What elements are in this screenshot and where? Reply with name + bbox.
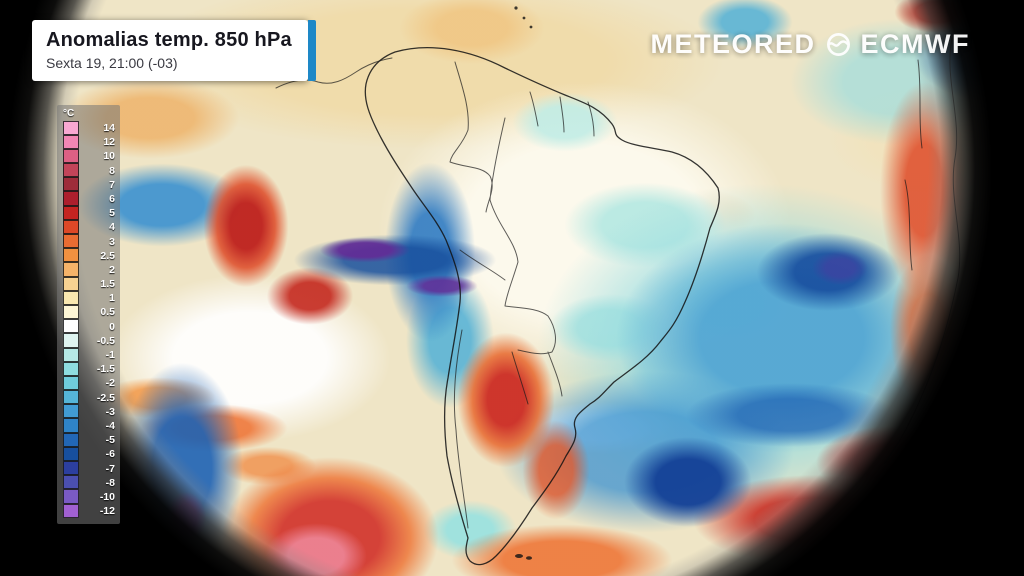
colorbar-row: -12 — [63, 503, 115, 518]
colorbar-row: -8 — [63, 475, 115, 490]
colorbar-swatch — [63, 134, 79, 149]
colorbar-row: 7 — [63, 177, 115, 192]
colorbar-row: -5 — [63, 432, 115, 447]
colorbar-row: 1 — [63, 290, 115, 305]
map-title: Anomalias temp. 850 hPa — [46, 29, 292, 51]
colorbar-label: 3 — [109, 235, 115, 248]
colorbar-row: -2.5 — [63, 390, 115, 405]
colorbar-label: -5 — [105, 434, 115, 447]
colorbar-row: 10 — [63, 148, 115, 164]
colorbar-label: -10 — [99, 490, 115, 503]
colorbar-row: 1.5 — [63, 276, 115, 291]
colorbar-row: 5 — [63, 205, 115, 220]
title-card: Anomalias temp. 850 hPa Sexta 19, 21:00 … — [32, 20, 316, 81]
brand-meteored: METEORED — [650, 29, 816, 59]
colorbar-row: -3 — [63, 404, 115, 419]
colorbar-swatch — [63, 205, 79, 220]
colorbar-swatch — [63, 461, 79, 476]
colorbar-swatch — [63, 333, 79, 348]
colorbar-row: 2.5 — [63, 248, 115, 263]
ecmwf-globe-icon — [826, 33, 850, 56]
colorbar-row: 4 — [63, 219, 115, 234]
colorbar-swatch — [63, 347, 79, 362]
colorbar-row: 12 — [63, 134, 115, 149]
colorbar-label: 7 — [109, 178, 115, 191]
colorbar-label: 10 — [103, 150, 115, 163]
colorbar-label: 0.5 — [100, 306, 115, 319]
colorbar-swatch — [63, 262, 79, 277]
colorbar-row: -2 — [63, 375, 115, 391]
colorbar-swatch — [63, 319, 79, 334]
colorbar-row: -0.5 — [63, 333, 115, 348]
colorbar-rows: 14 12 10 8 7 6 5 4 3 2.5 2 1.5 1 0.5 0 -0.5 -1 -1.5 -2 -2.5… — [63, 120, 115, 518]
colorbar-swatch — [63, 503, 79, 518]
colorbar-label: -1 — [105, 349, 115, 361]
colorbar-swatch — [63, 446, 79, 461]
colorbar-unit: °C — [63, 108, 75, 119]
colorbar-row: 2 — [63, 262, 115, 277]
colorbar-swatch — [63, 432, 79, 447]
colorbar-label: 1 — [109, 292, 115, 305]
colorbar-row: 0 — [63, 319, 115, 334]
colorbar-label: -0.5 — [96, 334, 115, 347]
colorbar-swatch — [63, 120, 79, 135]
colorbar-label: -4 — [105, 419, 115, 432]
colorbar-swatch — [63, 163, 79, 178]
colorbar-label: 2.5 — [100, 249, 115, 262]
colorbar-swatch — [63, 475, 79, 490]
colorbar-swatch — [63, 489, 79, 504]
colorbar-swatch — [63, 361, 79, 376]
colorbar-label: -2.5 — [96, 391, 115, 404]
brand-watermark: METEORED ECMWF — [651, 29, 971, 60]
map-datetime: Sexta 19, 21:00 (-03) — [46, 55, 178, 71]
colorbar-row: -4 — [63, 418, 115, 433]
colorbar-row: -6 — [63, 446, 115, 461]
brand-ecmwf: ECMWF — [860, 29, 970, 59]
colorbar-row: 3 — [63, 234, 115, 249]
colorbar-label: 4 — [109, 221, 115, 234]
colorbar-row: -7 — [63, 461, 115, 476]
colorbar-swatch — [63, 390, 79, 405]
colorbar-label: 8 — [109, 164, 115, 177]
colorbar-swatch — [63, 234, 79, 249]
colorbar-swatch — [63, 177, 79, 192]
colorbar-label: 5 — [109, 207, 115, 220]
colorbar-label: 0 — [109, 320, 115, 333]
colorbar-swatch — [63, 276, 79, 291]
colorbar-swatch — [63, 290, 79, 305]
colorbar-label: 1.5 — [100, 278, 115, 291]
colorbar-label: 14 — [103, 122, 115, 134]
colorbar-label: -2 — [105, 377, 115, 390]
colorbar-swatch — [63, 219, 79, 234]
colorbar-label: -1.5 — [96, 363, 115, 376]
colorbar-swatch — [63, 375, 79, 391]
colorbar-row: -10 — [63, 489, 115, 504]
colorbar-label: 12 — [103, 136, 115, 149]
colorbar-swatch — [63, 148, 79, 164]
colorbar-label: -6 — [105, 448, 115, 461]
colorbar-swatch — [63, 248, 79, 263]
colorbar-label: -7 — [105, 462, 115, 475]
colorbar-panel: °C 14 12 10 8 7 6 5 4 3 2.5 2 1.5 1 0.5 0 -0.5 -1 -1.5 -2-… — [57, 105, 120, 525]
colorbar-label: 6 — [109, 192, 115, 205]
colorbar-label: 2 — [109, 263, 115, 276]
colorbar-label: -3 — [105, 405, 115, 418]
colorbar-swatch — [63, 304, 79, 320]
colorbar-swatch — [63, 418, 79, 433]
colorbar-row: -1.5 — [63, 361, 115, 376]
colorbar-label: -12 — [99, 505, 115, 518]
colorbar-label: -8 — [105, 476, 115, 489]
colorbar-row: 0.5 — [63, 304, 115, 320]
colorbar-swatch — [63, 404, 79, 419]
colorbar-row: 14 — [63, 120, 115, 135]
colorbar-row: 8 — [63, 163, 115, 178]
colorbar-swatch — [63, 191, 79, 206]
accent-bar — [307, 20, 316, 81]
colorbar-row: 6 — [63, 191, 115, 206]
colorbar-row: -1 — [63, 347, 115, 362]
